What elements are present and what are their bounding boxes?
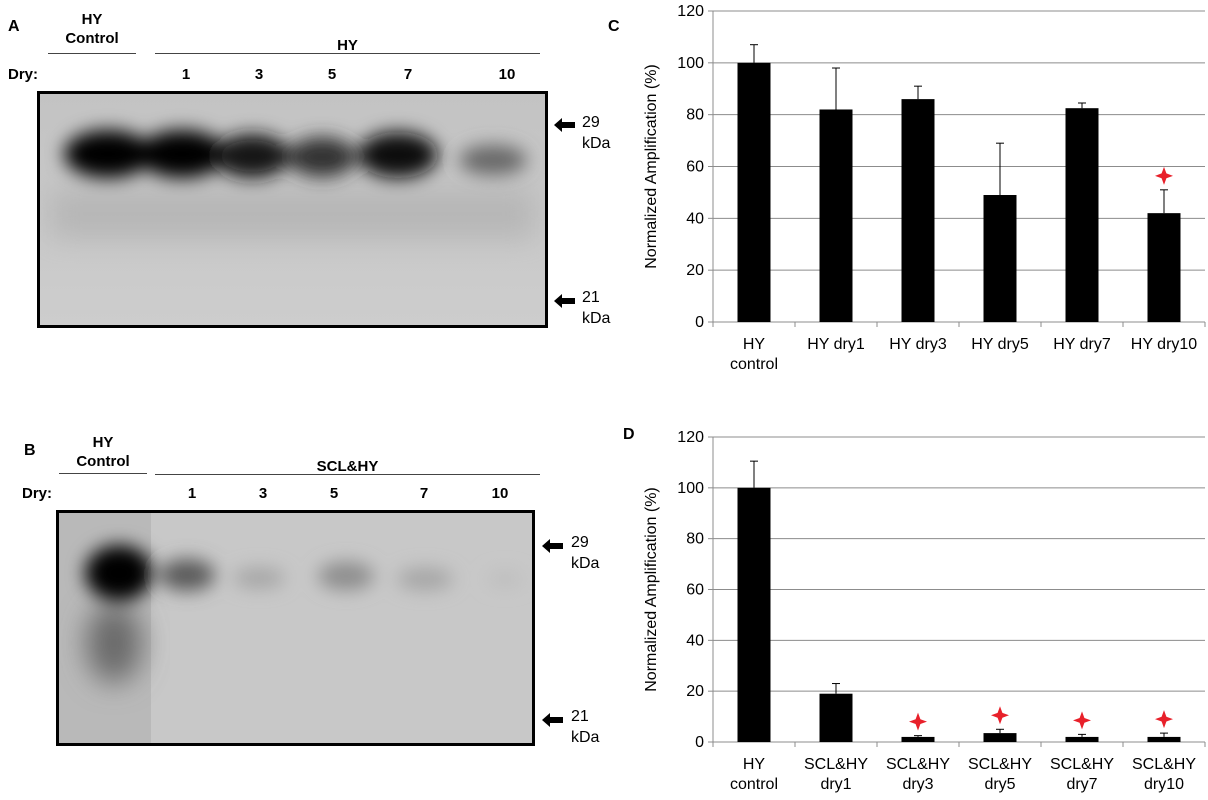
- bar: [737, 62, 771, 322]
- bar: [1147, 736, 1181, 742]
- bar: [819, 693, 853, 742]
- y-axis-label: Normalized Amplification (%): [643, 487, 660, 692]
- x-tick-label: SCL&HY dry1: [804, 756, 868, 793]
- chart-c: 0 20 40 60 80 100 120 Normalized Amplification …: [643, 3, 1206, 373]
- marker-arrow-icon: [542, 712, 564, 733]
- panel-b-lane-label: 7: [419, 485, 429, 502]
- panel-b-control-label: HY Control: [76, 434, 130, 470]
- marker-value: 21: [571, 708, 589, 725]
- panel-a-group-underline: [155, 53, 540, 54]
- panel-b-group-label: SCL&HY: [316, 458, 379, 475]
- x-tick-label: HY control: [730, 756, 778, 793]
- y-tick-label: 0: [695, 734, 704, 751]
- gel-image-b: [56, 510, 535, 746]
- gel-image-a: [37, 91, 548, 328]
- y-tick-label: 120: [677, 3, 704, 20]
- y-tick-label: 120: [677, 429, 704, 446]
- y-tick-label: 100: [677, 480, 704, 497]
- y-tick-label: 20: [686, 683, 704, 700]
- panel-c-letter: C: [608, 18, 620, 35]
- marker-21-b: 21 kDa: [571, 706, 599, 748]
- marker-unit: kDa: [571, 555, 600, 572]
- significance-star-icon: [991, 706, 1009, 725]
- significance-star-icon: [1155, 166, 1173, 185]
- bar: [1065, 736, 1099, 742]
- significance-star-icon: [1073, 711, 1091, 730]
- panel-b-letter: B: [24, 442, 36, 459]
- y-tick-label: 0: [695, 314, 704, 331]
- panel-b-lane-label: 10: [491, 485, 509, 502]
- significance-star-icon: [1155, 710, 1173, 729]
- y-axis-label: Normalized Amplification (%): [643, 64, 660, 269]
- panel-b-control-underline: [59, 473, 147, 474]
- bar: [819, 109, 853, 322]
- panel-a-dry-label: Dry:: [8, 66, 39, 83]
- bar: [737, 487, 771, 742]
- x-tick-label: HY control: [730, 336, 778, 373]
- gel-blot-a: [40, 94, 545, 325]
- marker-arrow-icon: [554, 117, 576, 138]
- x-tick-label: SCL&HY dry7: [1050, 756, 1114, 793]
- bar: [983, 195, 1017, 322]
- marker-value: 29: [571, 534, 589, 551]
- panel-b-lane-label: 1: [187, 485, 197, 502]
- y-tick-label: 40: [686, 210, 704, 227]
- chart-d: 0 20 40 60 80 100 120 Normalized Amplification …: [643, 429, 1206, 793]
- y-tick-label: 100: [677, 55, 704, 72]
- marker-unit: kDa: [582, 135, 611, 152]
- panel-d-letter: D: [623, 426, 635, 443]
- panel-a-group-label: HY: [337, 37, 358, 54]
- bar: [983, 733, 1017, 742]
- panel-a-lane-label: 7: [403, 66, 413, 83]
- y-tick-label: 60: [686, 159, 704, 176]
- panel-a-lane-label: 5: [327, 66, 337, 83]
- panel-b-lane-label: 5: [329, 485, 339, 502]
- significance-star-icon: [909, 712, 927, 731]
- marker-29-a: 29 kDa: [582, 112, 610, 154]
- marker-21-a: 21 kDa: [582, 287, 610, 329]
- panel-b-group-underline: [155, 474, 540, 475]
- marker-unit: kDa: [582, 310, 611, 327]
- marker-arrow-icon: [554, 293, 576, 314]
- x-tick-label: HY dry10: [1131, 336, 1198, 353]
- marker-29-b: 29 kDa: [571, 532, 599, 574]
- x-tick-label: SCL&HY dry10: [1132, 756, 1196, 793]
- x-tick-label: SCL&HY dry5: [968, 756, 1032, 793]
- y-tick-label: 80: [686, 531, 704, 548]
- x-tick-label: SCL&HY dry3: [886, 756, 950, 793]
- marker-arrow-icon: [542, 538, 564, 559]
- y-tick-label: 60: [686, 582, 704, 599]
- panel-a-lane-label: 1: [181, 66, 191, 83]
- bar: [1065, 108, 1099, 322]
- x-tick-label: HY dry3: [889, 336, 947, 353]
- marker-value: 21: [582, 289, 600, 306]
- panel-a-control-underline: [48, 53, 136, 54]
- x-tick-label: HY dry1: [807, 336, 865, 353]
- panel-b-lane-label: 3: [258, 485, 268, 502]
- panel-a-letter: A: [8, 18, 20, 35]
- panel-b-dry-label: Dry:: [22, 485, 53, 502]
- bar: [901, 99, 935, 322]
- panel-a-lane-label: 10: [498, 66, 516, 83]
- panel-a-lane-label: 3: [254, 66, 264, 83]
- marker-unit: kDa: [571, 729, 600, 746]
- y-tick-label: 80: [686, 107, 704, 124]
- gel-blot-b: [59, 513, 532, 743]
- panel-a-control-label: HY Control: [65, 11, 119, 47]
- y-tick-label: 40: [686, 632, 704, 649]
- bar: [901, 736, 935, 742]
- x-tick-label: HY dry7: [1053, 336, 1111, 353]
- x-tick-label: HY dry5: [971, 336, 1029, 353]
- bar: [1147, 213, 1181, 322]
- y-tick-label: 20: [686, 262, 704, 279]
- marker-value: 29: [582, 114, 600, 131]
